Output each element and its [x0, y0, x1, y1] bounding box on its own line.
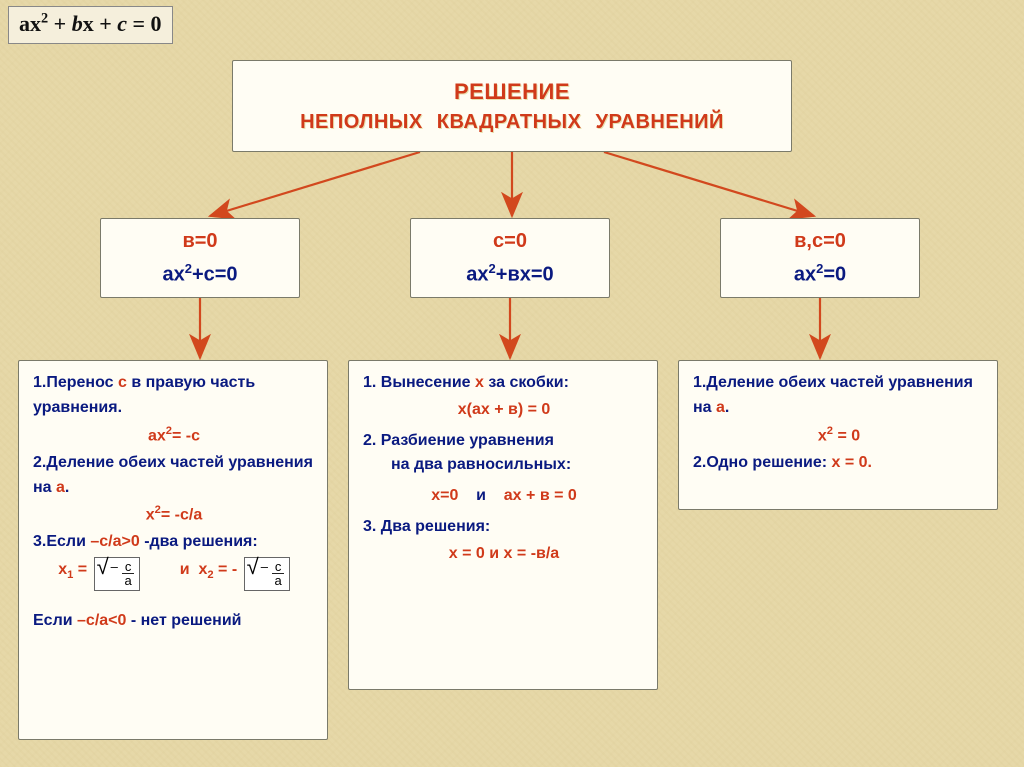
sol-a-step2: 2.Деление обеих частей уравнения на а.: [33, 451, 315, 501]
sol-a-eq2: х2= -с/а: [33, 502, 315, 528]
sqrt-icon: √ – ca: [94, 557, 140, 591]
title-line-2: НЕПОЛНЫХ КВАДРАТНЫХ УРАВНЕНИЙ: [233, 111, 791, 134]
sol-c-eq1: х2 = 0: [693, 423, 985, 449]
case-box-bc-zero: в,с=0 ах2=0: [720, 218, 920, 298]
sol-a-step4: Если –с/а<0 - нет решений: [33, 609, 315, 634]
sol-a-root1: х1 = √ – ca: [58, 557, 140, 591]
sol-a-root2: и х2 = - √ – ca: [180, 557, 290, 591]
sol-b-step3: 3. Два решения:: [363, 515, 645, 540]
sol-c-step2: 2.Одно решение: х = 0.: [693, 451, 985, 476]
sol-b-eq1: х(ах + в) = 0: [363, 398, 645, 423]
case-c-eq: ах2=0: [721, 261, 919, 287]
case-b-cond: с=0: [411, 230, 609, 253]
case-box-b-zero: в=0 ах2+с=0: [100, 218, 300, 298]
main-formula-box: ах2 + bx + c = 0: [8, 6, 173, 44]
sol-b-step2b: на два равносильных:: [363, 453, 645, 478]
sol-a-roots-row: х1 = √ – ca и х2 = - √ – ca: [33, 557, 315, 591]
sol-b-eq2: х=0 и ах + в = 0: [363, 484, 645, 509]
case-b-eq: ах2+вх=0: [411, 261, 609, 287]
sol-c-step1: 1.Деление обеих частей уравнения на а.: [693, 371, 985, 421]
sol-b-eq3: х = 0 и х = -в/а: [363, 542, 645, 567]
title-line-1: РЕШЕНИЕ: [233, 79, 791, 105]
solution-box-a: 1.Перенос с в правую часть уравнения. ах…: [18, 360, 328, 740]
sqrt-icon: √ – ca: [244, 557, 290, 591]
sol-b-step1: 1. Вынесение х за скобки:: [363, 371, 645, 396]
case-a-cond: в=0: [101, 230, 299, 253]
title-box: РЕШЕНИЕ НЕПОЛНЫХ КВАДРАТНЫХ УРАВНЕНИЙ: [232, 60, 792, 152]
sol-b-step2: 2. Разбиение уравнения: [363, 429, 645, 454]
solution-box-b: 1. Вынесение х за скобки: х(ах + в) = 0 …: [348, 360, 658, 690]
main-formula-text: ах2 + bx + c = 0: [19, 11, 162, 36]
case-box-c-zero: с=0 ах2+вх=0: [410, 218, 610, 298]
case-a-eq: ах2+с=0: [101, 261, 299, 287]
sol-a-eq1: ах2= -c: [33, 423, 315, 449]
sol-a-step1: 1.Перенос с в правую часть уравнения.: [33, 371, 315, 421]
case-c-cond: в,с=0: [721, 230, 919, 253]
sol-a-step3: 3.Если –с/а>0 -два решения:: [33, 530, 315, 555]
solution-box-c: 1.Деление обеих частей уравнения на а. х…: [678, 360, 998, 510]
